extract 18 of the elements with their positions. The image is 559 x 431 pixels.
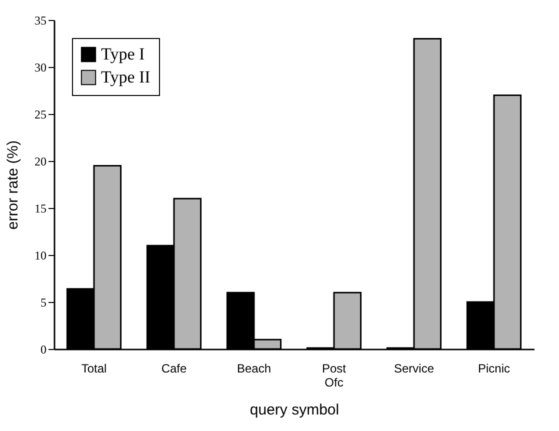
legend-label: Type I	[101, 44, 145, 64]
x-tick-label: Beach	[236, 362, 272, 376]
legend-label: Type II	[101, 68, 151, 86]
x-tick-label: Total	[81, 362, 107, 376]
y-axis-title: error rate (%)	[4, 140, 22, 230]
y-tick-label: 15	[34, 202, 46, 216]
x-tick-label: Cafe	[161, 362, 187, 376]
x-tick-label: Picnic	[478, 362, 510, 376]
y-tick-label: 5	[40, 296, 46, 310]
y-tick-label: 30	[34, 60, 46, 74]
y-tick-label: 0	[40, 342, 46, 356]
x-tick-label: Post Ofc	[322, 362, 347, 390]
y-tick-label: 20	[34, 154, 46, 168]
x-tick-label: Service	[394, 362, 434, 376]
y-tick-label: 35	[34, 14, 46, 28]
x-axis-title: query symbol	[250, 402, 340, 418]
y-tick-label: 10	[34, 248, 46, 262]
y-tick-label: 25	[34, 108, 46, 122]
